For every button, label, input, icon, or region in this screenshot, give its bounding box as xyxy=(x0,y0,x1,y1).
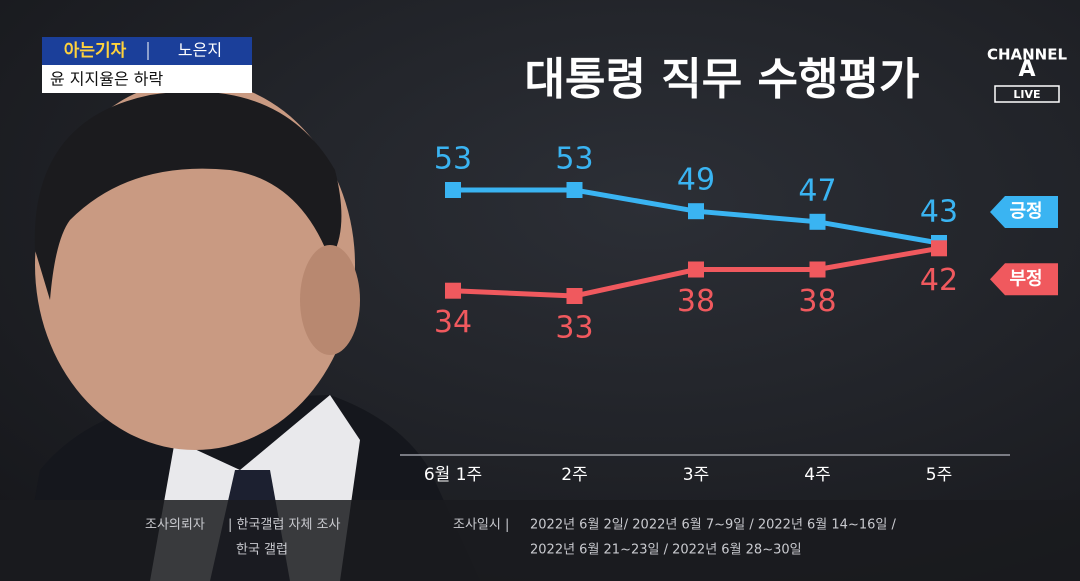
reporter: 노은지 xyxy=(178,41,222,60)
logo-letter: A xyxy=(1018,57,1035,82)
legend-tag xyxy=(990,263,1058,296)
x-tick-label: 4주 xyxy=(804,465,830,485)
live-badge xyxy=(994,85,1060,103)
headline: 윤 지지율은 하락 xyxy=(50,70,163,89)
sponsor: | 한국갤럽 자체 조사 xyxy=(228,518,340,533)
point xyxy=(445,282,461,299)
segment: 아는기자 xyxy=(64,41,127,61)
point xyxy=(688,261,704,278)
header-bar xyxy=(42,37,252,65)
dates-1: 2022년 6월 2일/ 2022년 6월 7~9일 / 2022년 6월 14… xyxy=(530,518,896,533)
data-label: 38 xyxy=(798,284,836,319)
x-tick-label: 3주 xyxy=(683,465,709,485)
data-label: 49 xyxy=(677,163,715,198)
dates-label: 조사일시 | xyxy=(453,518,509,533)
data-label: 33 xyxy=(555,311,593,346)
point xyxy=(809,261,826,278)
chart-title: 대통령 직무 수행평가 xyxy=(525,54,920,105)
data-label: 38 xyxy=(677,284,715,319)
point xyxy=(445,182,461,198)
dates-2: 2022년 6월 21~23일 / 2022년 6월 28~30일 xyxy=(530,543,802,558)
point xyxy=(809,213,826,230)
point xyxy=(688,203,704,220)
x-tick-label: 2주 xyxy=(561,465,587,485)
x-tick-label: 5주 xyxy=(926,465,952,485)
data-label: 53 xyxy=(555,142,593,177)
data-label: 43 xyxy=(920,195,958,230)
x-tick-label: 6월 1주 xyxy=(424,465,482,485)
legend-tag xyxy=(990,196,1058,228)
point xyxy=(566,182,583,198)
sponsor-2: 한국 갤럽 xyxy=(236,543,288,558)
data-label: 42 xyxy=(920,263,958,298)
point xyxy=(566,288,583,304)
footer-bar xyxy=(0,500,1080,581)
data-label: 47 xyxy=(798,173,836,208)
data-label: 53 xyxy=(434,142,472,177)
legend-label: 긍정 xyxy=(1009,201,1042,222)
header-sub-bar xyxy=(42,65,252,93)
point xyxy=(931,240,947,257)
sponsor-label: 조사의뢰자 xyxy=(145,518,205,533)
live-text: LIVE xyxy=(1013,88,1040,101)
data-label: 34 xyxy=(434,305,472,340)
logo-name: CHANNEL xyxy=(987,46,1068,64)
legend-label: 부정 xyxy=(1009,268,1042,289)
